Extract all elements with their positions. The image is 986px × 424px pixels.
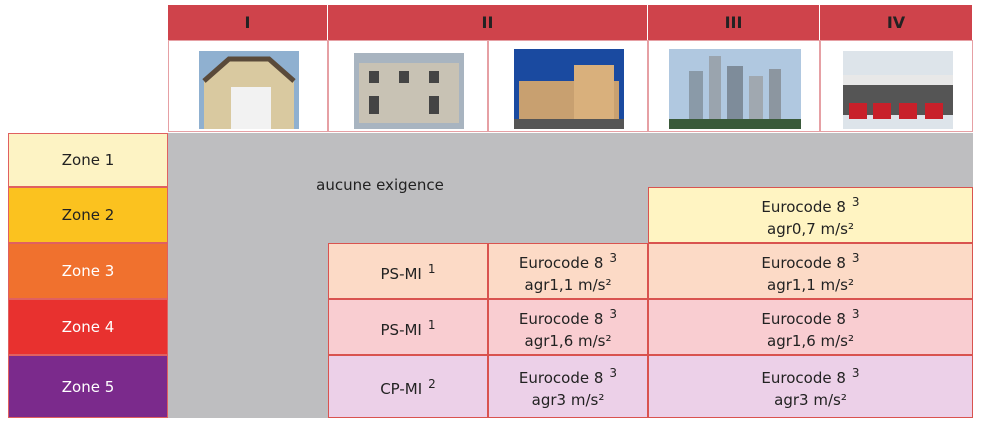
footnote-ref: 3 (609, 306, 618, 321)
rule-name: Eurocode 8 (761, 369, 846, 387)
footnote-ref: 1 (427, 261, 436, 276)
acceleration: agr3 m/s² (774, 391, 847, 409)
footnote-ref: 3 (851, 194, 860, 209)
rule-cell: Eurocode 8 3 agr3 m/s² (648, 355, 973, 418)
no-requirement: aucune exigence (316, 176, 444, 194)
rule-name: PS-MI (380, 320, 422, 339)
column-header: II (328, 5, 648, 40)
rule-cell: PS-MI 1 (328, 243, 488, 299)
rule-cell: Eurocode 8 3 agr1,1 m/s² (488, 243, 648, 299)
rule-name: Eurocode 8 (518, 369, 604, 387)
rule-name: Eurocode 8 (761, 309, 846, 328)
image-towers (648, 40, 820, 132)
zone-label: Zone 4 (8, 299, 168, 355)
zone-label: Zone 3 (8, 243, 168, 299)
image-apartments (488, 40, 648, 132)
column-header: IV (820, 5, 973, 40)
zone-label: Zone 1 (8, 133, 168, 187)
footnote-ref: 3 (851, 366, 860, 380)
footnote-ref: 3 (851, 250, 860, 265)
rule-name: CP-MI (380, 380, 423, 398)
rule-cell: CP-MI 2 (328, 355, 488, 418)
zone-label: Zone 2 (8, 187, 168, 243)
footnote-ref: 2 (428, 377, 436, 391)
image-house-construction (328, 40, 488, 132)
acceleration: agr1,6 m/s² (767, 331, 854, 350)
rule-name: Eurocode 8 (518, 309, 604, 328)
rule-cell: Eurocode 8 3 agr1,1 m/s² (648, 243, 973, 299)
rule-name: PS-MI (380, 264, 422, 283)
rule-cell: Eurocode 8 3 agr0,7 m/s² (648, 187, 973, 243)
rule-cell: Eurocode 8 3 agr1,6 m/s² (488, 299, 648, 355)
column-header: I (168, 5, 328, 40)
image-fire-station (820, 40, 973, 132)
rule-name: Eurocode 8 (518, 253, 604, 272)
zone-label: Zone 5 (8, 355, 168, 418)
acceleration: agr0,7 m/s² (767, 219, 854, 238)
column-header: III (648, 5, 820, 40)
rule-cell: Eurocode 8 3 agr1,6 m/s² (648, 299, 973, 355)
footnote-ref: 3 (609, 366, 618, 380)
acceleration: agr1,1 m/s² (524, 275, 612, 294)
acceleration: agr3 m/s² (531, 391, 605, 409)
rule-cell: PS-MI 1 (328, 299, 488, 355)
acceleration: agr1,1 m/s² (767, 275, 854, 294)
footnote-ref: 3 (609, 250, 618, 265)
rule-cell: Eurocode 8 3 agr3 m/s² (488, 355, 648, 418)
image-barn (168, 40, 328, 132)
footnote-ref: 1 (427, 317, 436, 332)
footnote-ref: 3 (851, 306, 860, 321)
rule-name: Eurocode 8 (761, 197, 846, 216)
acceleration: agr1,6 m/s² (524, 331, 612, 350)
rule-name: Eurocode 8 (761, 253, 846, 272)
